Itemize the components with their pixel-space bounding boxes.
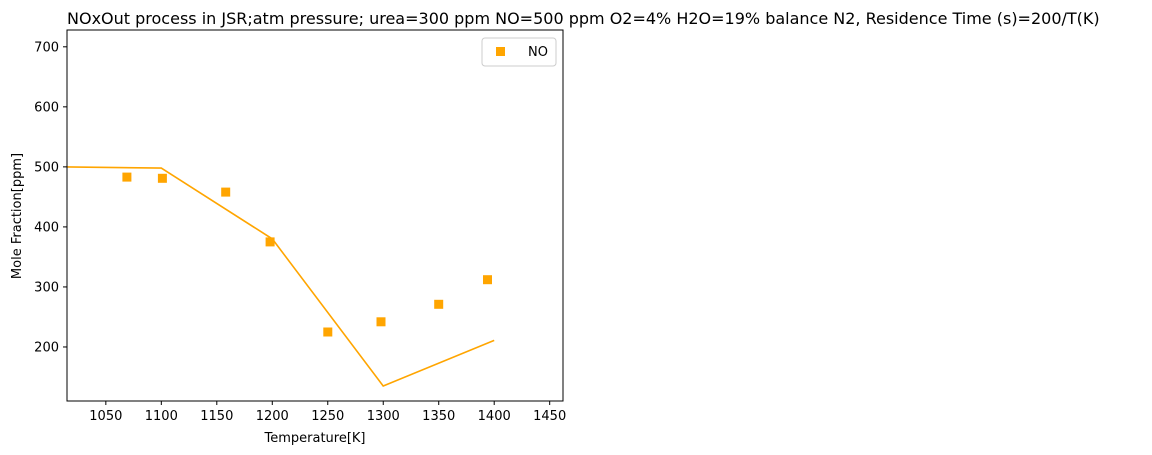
- y-tick-label: 600: [34, 100, 59, 115]
- data-point-no: [265, 237, 275, 247]
- x-axis-label: Temperature[K]: [263, 431, 365, 446]
- data-point-no: [483, 275, 492, 285]
- x-tick-label: 1050: [89, 409, 122, 424]
- plot-area: [67, 30, 563, 401]
- data-point-no: [221, 187, 231, 197]
- x-tick-label: 1150: [200, 409, 233, 424]
- x-tick-label: 1400: [478, 409, 511, 424]
- legend-marker-no: [496, 47, 505, 56]
- y-tick-label: 700: [34, 40, 59, 55]
- data-point-no: [434, 299, 444, 309]
- x-axis: 1050 1100 1150 1200 1250 1300 1350 1400 1450: [89, 401, 566, 424]
- data-point-no: [323, 327, 333, 337]
- y-axis-label: Mole Fraction[ppm]: [10, 153, 25, 279]
- y-tick-label: 300: [34, 280, 59, 295]
- x-tick-label: 1250: [311, 409, 344, 424]
- data-point-no: [157, 173, 167, 183]
- y-tick-label: 200: [34, 340, 59, 355]
- y-tick-label: 400: [34, 220, 59, 235]
- y-tick-label: 500: [34, 160, 59, 175]
- x-tick-label: 1100: [145, 409, 178, 424]
- y-axis: 200 300 400 500 600 700: [34, 40, 67, 355]
- legend-label-no: NO: [528, 45, 548, 60]
- x-tick-label: 1300: [367, 409, 400, 424]
- data-point-no: [376, 317, 386, 327]
- legend: NO: [481, 37, 557, 67]
- x-tick-label: 1350: [422, 409, 455, 424]
- plot-frame: [66, 29, 564, 402]
- chart-title: NOxOut process in JSR;atm pressure; urea…: [67, 9, 1100, 28]
- x-tick-label: 1450: [533, 409, 566, 424]
- legend-box: [481, 37, 557, 67]
- x-tick-label: 1200: [256, 409, 289, 424]
- data-point-no: [122, 172, 132, 182]
- data-marks: [66, 166, 495, 387]
